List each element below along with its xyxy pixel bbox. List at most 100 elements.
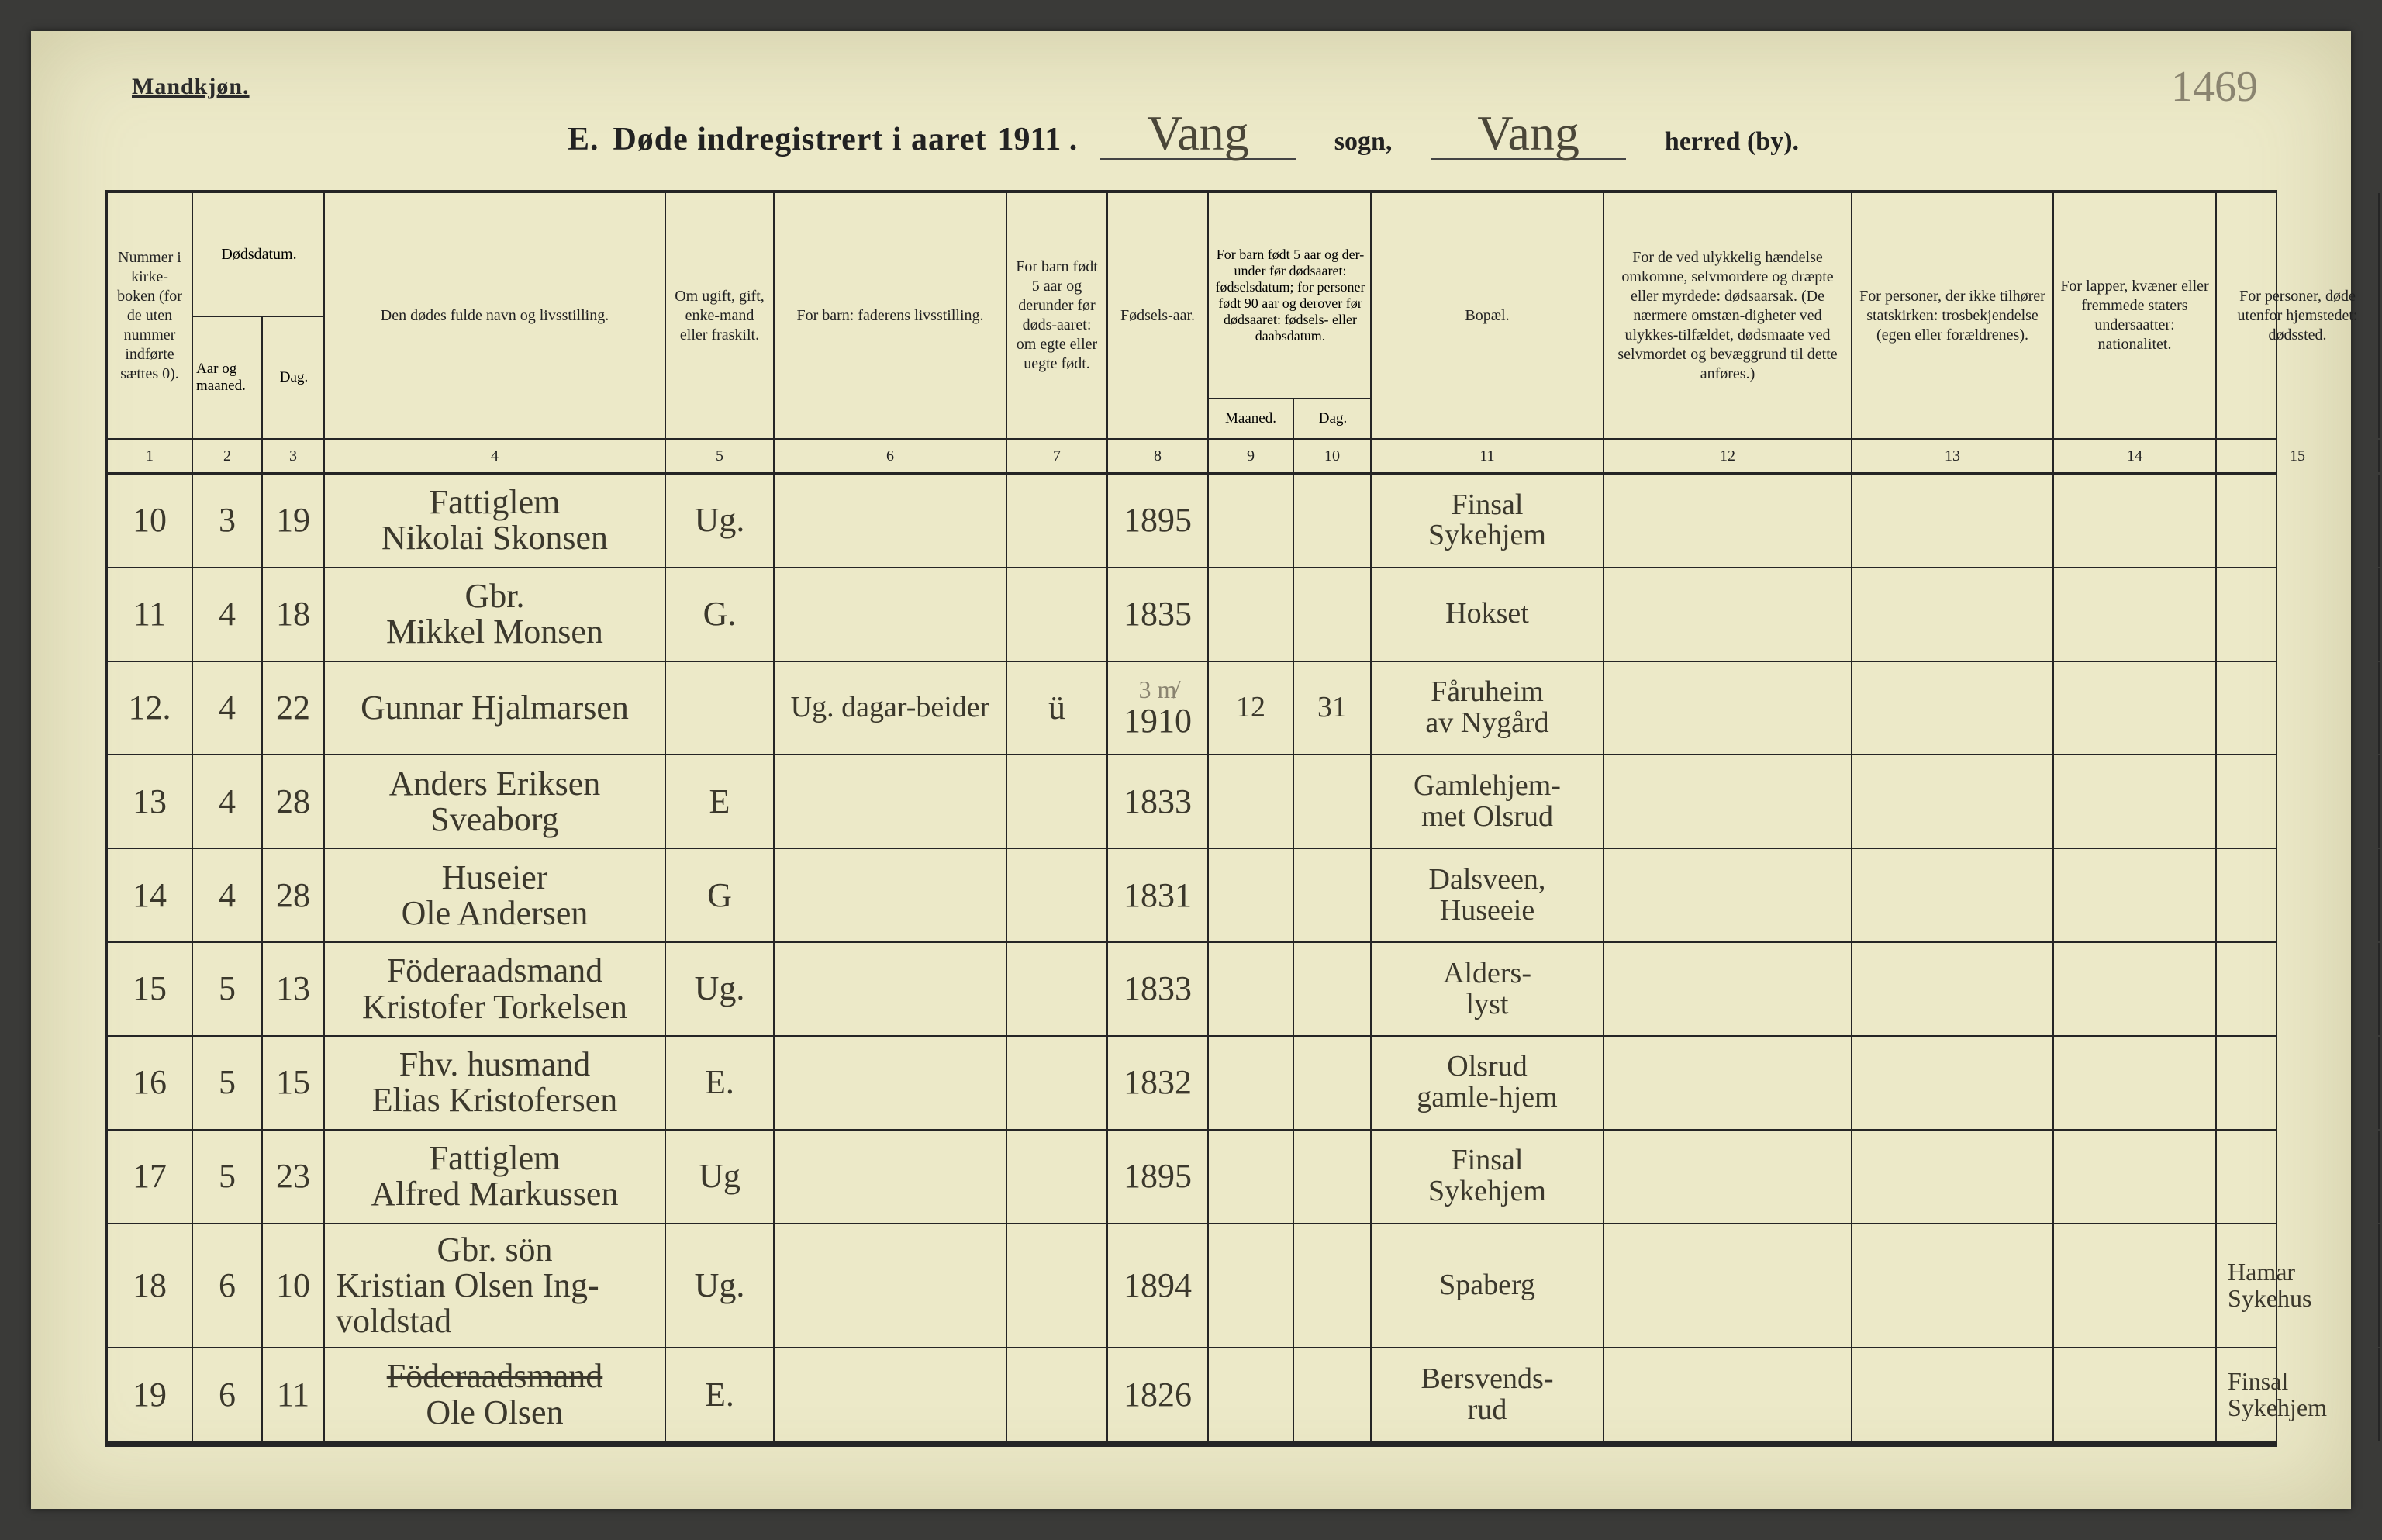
head-dodsdatum: Dødsdatum. [193, 193, 325, 316]
table-row: 13428Anders EriksenSveaborgE1833Gamlehje… [108, 755, 2276, 849]
cell-num: 11 [108, 568, 193, 661]
ledger-header: Nummer i kirke-boken (for de uten nummer… [108, 193, 2276, 440]
colnum-6: 6 [775, 440, 1007, 472]
cell-month: 6 [193, 1348, 263, 1441]
cell-deathplace: Hamar Sykehus [2217, 1224, 2380, 1348]
colnum-2: 2 [193, 440, 263, 472]
cell-bday: 31 [1294, 662, 1372, 754]
head-c1: Nummer i kirke-boken (for de uten nummer… [108, 193, 193, 438]
cell-legit: ü [1007, 662, 1108, 754]
cell-num: 15 [108, 943, 193, 1035]
cell-bopael: Fåruheimav Nygård [1372, 662, 1604, 754]
colnum-3: 3 [263, 440, 325, 472]
cell-month: 5 [193, 1037, 263, 1129]
cell-name: FöderaadsmandOle Olsen [325, 1348, 666, 1441]
cell-cause [1604, 943, 1852, 1035]
cell-name: FöderaadsmandKristofer Torkelsen [325, 943, 666, 1035]
table-row: 11418Gbr.Mikkel MonsenG.1835Hokset [108, 568, 2276, 662]
head-c9-10: For barn født 5 aar og der-under før død… [1209, 193, 1372, 438]
cell-cause [1604, 1348, 1852, 1441]
cell-deathplace [2217, 1037, 2380, 1129]
cell-bopael: Olsrudgamle-hjem [1372, 1037, 1604, 1129]
cell-nat [2054, 1348, 2217, 1441]
colnum-11: 11 [1372, 440, 1604, 472]
cell-deathplace [2217, 475, 2380, 567]
colnum-4: 4 [325, 440, 666, 472]
cell-father [775, 1131, 1007, 1223]
head-c8: Fødsels-aar. [1108, 193, 1209, 438]
cell-birthyear: 1894 [1108, 1224, 1209, 1348]
cell-father [775, 568, 1007, 661]
cell-bday [1294, 1037, 1372, 1129]
head-c5: Om ugift, gift, enke-mand eller fraskilt… [666, 193, 775, 438]
ledger-table: Nummer i kirke-boken (for de uten nummer… [105, 190, 2277, 1447]
cell-father [775, 849, 1007, 941]
cell-month: 6 [193, 1224, 263, 1348]
colnum-7: 7 [1007, 440, 1108, 472]
cell-faith [1852, 943, 2054, 1035]
cell-nat [2054, 1224, 2217, 1348]
cell-status: Ug. [666, 943, 775, 1035]
cell-bday [1294, 1131, 1372, 1223]
cell-status: G [666, 849, 775, 941]
cell-cause [1604, 849, 1852, 941]
cell-month: 4 [193, 662, 263, 754]
cell-day: 18 [263, 568, 325, 661]
table-row: 15513FöderaadsmandKristofer TorkelsenUg.… [108, 943, 2276, 1037]
title-row: E. Døde indregistrert i aaret 1911 . Van… [31, 109, 2351, 178]
cell-num: 17 [108, 1131, 193, 1223]
head-c9: Maaned. [1209, 399, 1294, 438]
cell-status: Ug. [666, 475, 775, 567]
cell-bopael: Bersvends-rud [1372, 1348, 1604, 1441]
cell-father: Ug. dagar-beider [775, 662, 1007, 754]
cell-birthyear: 1895 [1108, 1131, 1209, 1223]
title-letter: E. [568, 121, 599, 158]
cell-legit [1007, 849, 1108, 941]
cell-nat [2054, 943, 2217, 1035]
cell-father [775, 1037, 1007, 1129]
title-text: Døde indregistrert i aaret [613, 121, 986, 158]
head-c6: For barn: faderens livsstilling. [775, 193, 1007, 438]
cell-birthyear: 3 m̸1910 [1108, 662, 1209, 754]
cell-bmon: 12 [1209, 662, 1294, 754]
head-dag: Dag. [263, 317, 325, 438]
cell-bmon [1209, 755, 1294, 848]
cell-father [775, 943, 1007, 1035]
cell-faith [1852, 662, 2054, 754]
table-row: 16515Fhv. husmandElias KristofersenE.183… [108, 1037, 2276, 1131]
ledger-page: Mandkjøn. 1469 E. Døde indregistrert i a… [31, 31, 2351, 1509]
colnum-10: 10 [1294, 440, 1372, 472]
cell-num: 18 [108, 1224, 193, 1348]
table-row: 18610Gbr. sönKristian Olsen Ing-voldstad… [108, 1224, 2276, 1349]
head-c10: Dag. [1294, 399, 1372, 438]
cell-legit [1007, 1131, 1108, 1223]
cell-legit [1007, 943, 1108, 1035]
cell-day: 19 [263, 475, 325, 567]
cell-bmon [1209, 849, 1294, 941]
cell-bopael: Hokset [1372, 568, 1604, 661]
cell-birthyear: 1835 [1108, 568, 1209, 661]
cell-nat [2054, 662, 2217, 754]
cell-num: 16 [108, 1037, 193, 1129]
cell-bmon [1209, 1131, 1294, 1223]
cell-bday [1294, 1348, 1372, 1441]
head-c4: Den dødes fulde navn og livsstilling. [325, 193, 666, 438]
head-aar-maaned: Aar og maaned. [193, 317, 263, 438]
sogn-label: sogn, [1334, 127, 1393, 157]
cell-name: Fhv. husmandElias Kristofersen [325, 1037, 666, 1129]
head-c12: For de ved ulykkelig hændelse omkomne, s… [1604, 193, 1852, 438]
cell-deathplace [2217, 849, 2380, 941]
head-c13: For personer, der ikke tilhører statskir… [1852, 193, 2054, 438]
colnum-1: 1 [108, 440, 193, 472]
cell-bday [1294, 475, 1372, 567]
cell-deathplace [2217, 1131, 2380, 1223]
cell-faith [1852, 1131, 2054, 1223]
cell-name: Gunnar Hjalmarsen [325, 662, 666, 754]
cell-birthyear: 1832 [1108, 1037, 1209, 1129]
cell-bday [1294, 1224, 1372, 1348]
cell-cause [1604, 1037, 1852, 1129]
cell-name: Gbr. sönKristian Olsen Ing-voldstad [325, 1224, 666, 1348]
cell-status: Ug. [666, 1224, 775, 1348]
column-numbers: 1234567891011121314151617 [108, 440, 2276, 475]
cell-bopael: Spaberg [1372, 1224, 1604, 1348]
